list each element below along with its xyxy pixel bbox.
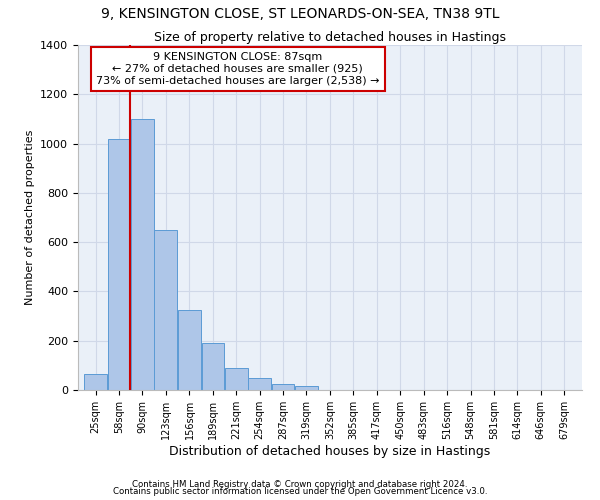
Bar — [224, 368, 248, 390]
Bar — [107, 138, 130, 390]
Y-axis label: Number of detached properties: Number of detached properties — [25, 130, 35, 305]
Bar — [154, 230, 178, 390]
Bar — [131, 119, 154, 390]
Bar — [272, 384, 294, 390]
Text: 9 KENSINGTON CLOSE: 87sqm
← 27% of detached houses are smaller (925)
73% of semi: 9 KENSINGTON CLOSE: 87sqm ← 27% of detac… — [96, 52, 380, 86]
Bar — [295, 386, 318, 390]
Bar — [84, 374, 107, 390]
Bar — [178, 310, 201, 390]
Title: Size of property relative to detached houses in Hastings: Size of property relative to detached ho… — [154, 31, 506, 44]
X-axis label: Distribution of detached houses by size in Hastings: Distribution of detached houses by size … — [169, 444, 491, 458]
Bar — [248, 378, 271, 390]
Text: Contains public sector information licensed under the Open Government Licence v3: Contains public sector information licen… — [113, 487, 487, 496]
Bar — [202, 343, 224, 390]
Text: 9, KENSINGTON CLOSE, ST LEONARDS-ON-SEA, TN38 9TL: 9, KENSINGTON CLOSE, ST LEONARDS-ON-SEA,… — [101, 8, 499, 22]
Text: Contains HM Land Registry data © Crown copyright and database right 2024.: Contains HM Land Registry data © Crown c… — [132, 480, 468, 489]
